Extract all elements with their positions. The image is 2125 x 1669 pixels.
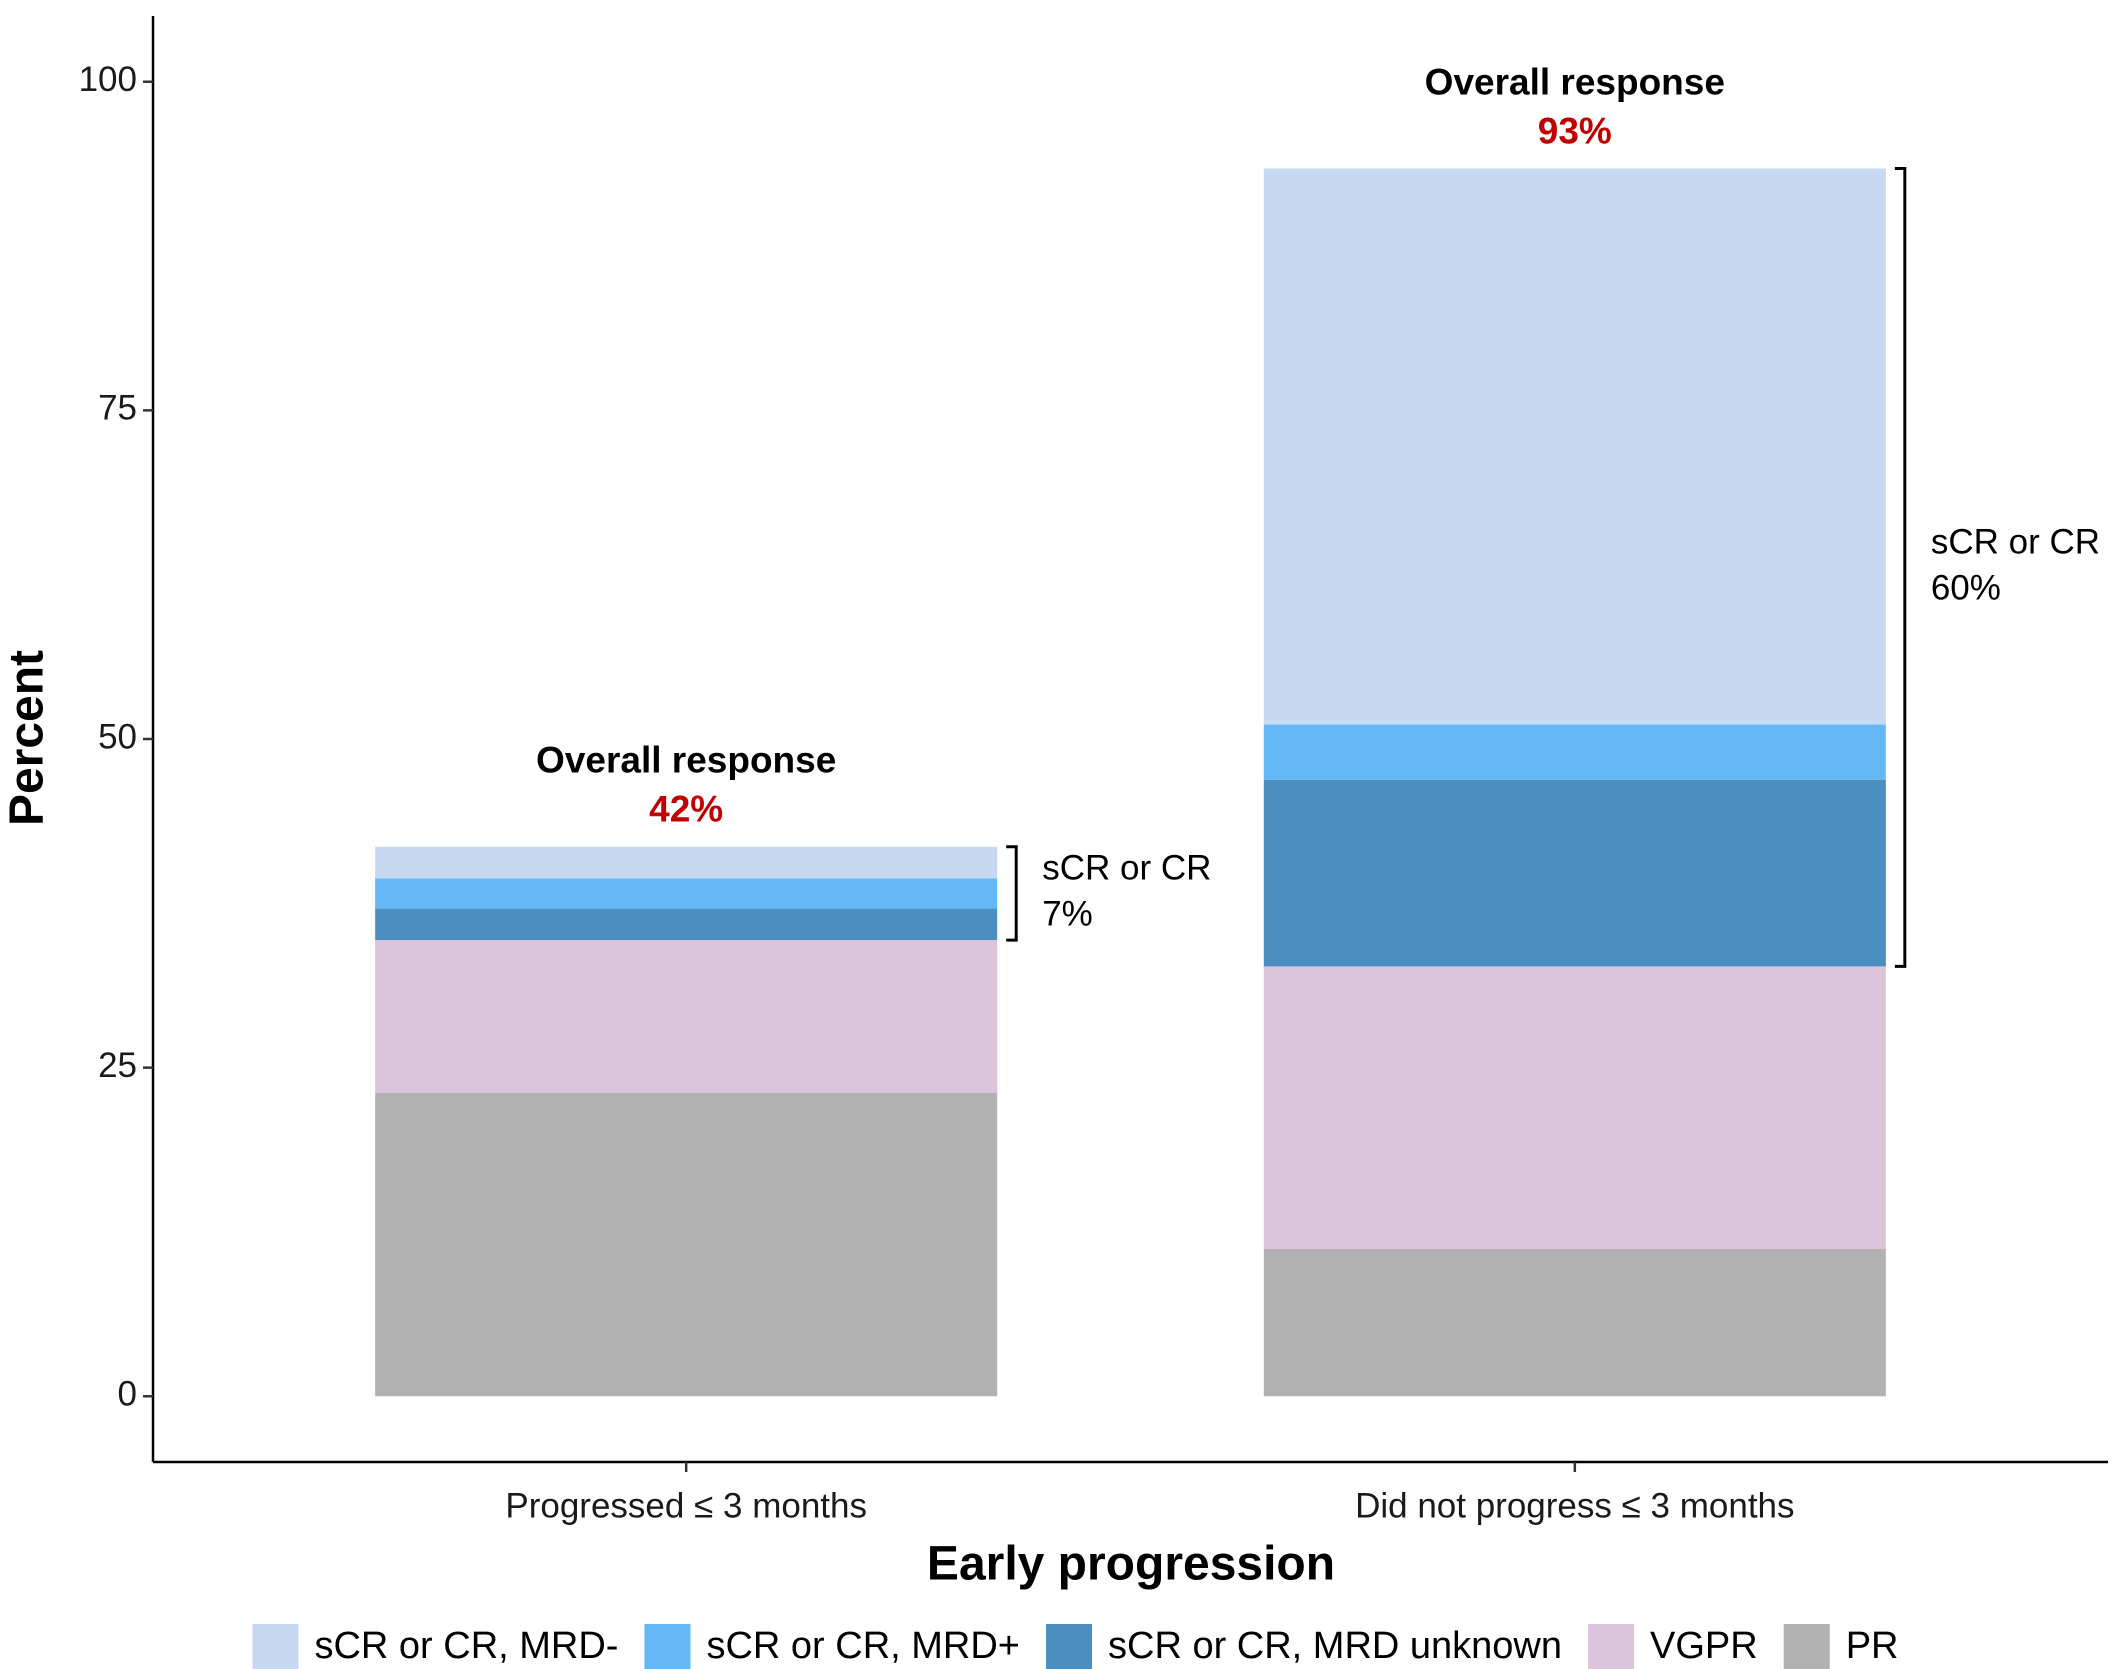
bar-segment bbox=[1263, 779, 1886, 967]
legend-key bbox=[1783, 1624, 1830, 1669]
legend-label: VGPR bbox=[1650, 1625, 1758, 1667]
bracket-total: 60% bbox=[1931, 569, 2001, 608]
y-tick-label: 50 bbox=[98, 717, 137, 756]
bracket-total: 7% bbox=[1042, 895, 1093, 934]
legend-label: PR bbox=[1846, 1625, 1899, 1667]
legend-key bbox=[252, 1624, 299, 1669]
bar-segment bbox=[1263, 168, 1886, 725]
bar-segment bbox=[1263, 724, 1886, 780]
y-tick-label: 25 bbox=[98, 1046, 137, 1085]
x-tick-label: Progressed ≤ 3 months bbox=[505, 1486, 867, 1525]
bar-segment bbox=[1263, 1249, 1886, 1397]
legend-label: sCR or CR, MRD+ bbox=[706, 1625, 1020, 1667]
annotation-total: 42% bbox=[649, 789, 723, 830]
legend-key bbox=[1588, 1624, 1635, 1669]
legend-label: sCR or CR, MRD unknown bbox=[1108, 1625, 1562, 1667]
bar-segment bbox=[375, 846, 998, 879]
bar-segment bbox=[1263, 966, 1886, 1250]
annotation-total: 93% bbox=[1538, 110, 1612, 151]
bracket bbox=[1894, 166, 1907, 968]
annotation-title: Overall response bbox=[536, 740, 836, 781]
bar-segment bbox=[375, 940, 998, 1093]
bracket bbox=[1006, 845, 1018, 942]
bracket-title: sCR or CR bbox=[1042, 849, 1211, 888]
y-tick-label: 100 bbox=[79, 60, 137, 99]
x-axis-title: Early progression bbox=[927, 1538, 1335, 1591]
y-axis-title: Percent bbox=[1, 650, 54, 826]
y-tick-label: 75 bbox=[98, 389, 137, 428]
bracket-title: sCR or CR bbox=[1931, 523, 2100, 562]
bar-segment bbox=[375, 878, 998, 909]
legend-key bbox=[1046, 1624, 1093, 1669]
bar-segment bbox=[375, 1092, 998, 1397]
y-tick-label: 0 bbox=[118, 1375, 137, 1414]
legend-label: sCR or CR, MRD- bbox=[314, 1625, 618, 1667]
bar-segment bbox=[375, 908, 998, 941]
annotation-title: Overall response bbox=[1425, 61, 1725, 102]
x-tick-label: Did not progress ≤ 3 months bbox=[1355, 1486, 1794, 1525]
legend-key bbox=[644, 1624, 691, 1669]
